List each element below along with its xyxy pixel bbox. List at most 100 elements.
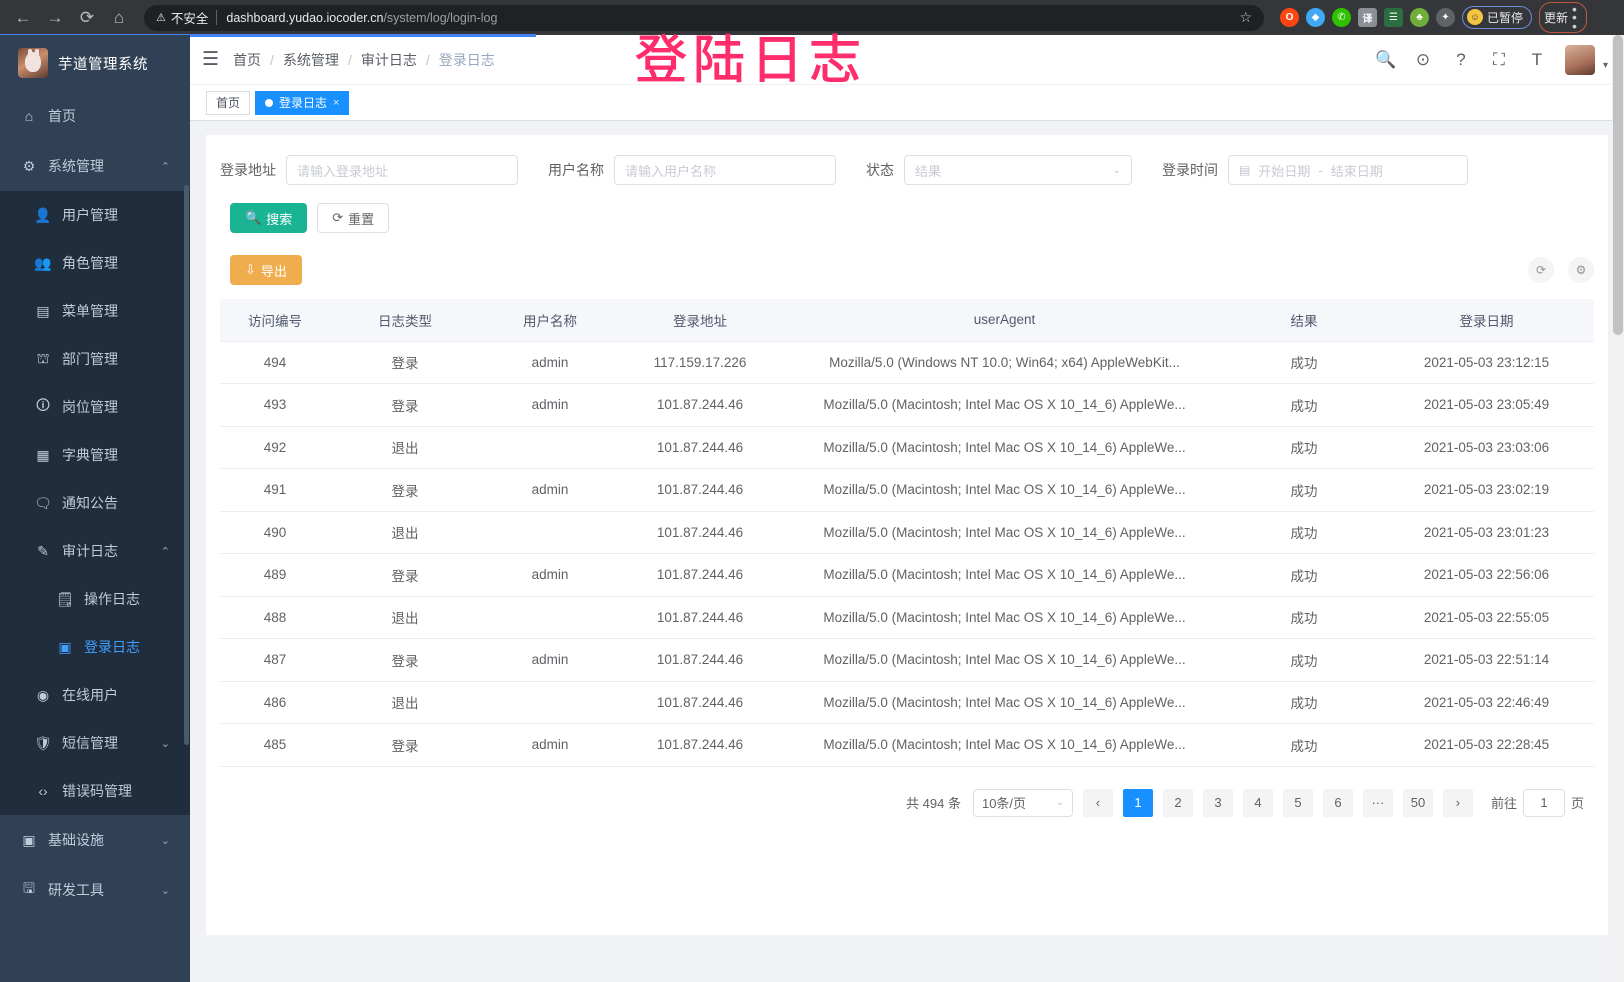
sidebar-item-operation-log[interactable]: 🗒 操作日志: [0, 575, 190, 623]
prev-page-button[interactable]: ‹: [1082, 788, 1113, 817]
sidebar-item-audit-log[interactable]: ✎ 审计日志 ⌃: [0, 527, 190, 575]
table-row[interactable]: 491 登录 admin 101.87.244.46 Mozilla/5.0 (…: [220, 468, 1594, 512]
breadcrumb-item-system[interactable]: 系统管理: [282, 51, 339, 68]
table-row[interactable]: 494 登录 admin 117.159.17.226 Mozilla/5.0 …: [220, 341, 1594, 384]
bookmark-star-icon[interactable]: ☆: [1239, 9, 1252, 25]
table-row[interactable]: 492 退出 101.87.244.46 Mozilla/5.0 (Macint…: [220, 426, 1594, 469]
table-row[interactable]: 487 登录 admin 101.87.244.46 Mozilla/5.0 (…: [220, 638, 1594, 682]
filter-username: 用户名称 请输入用户名称: [548, 155, 836, 185]
avatar[interactable]: [1564, 44, 1595, 75]
page-ellipsis[interactable]: ···: [1362, 788, 1393, 817]
reset-button[interactable]: ⟳ 重置: [317, 203, 390, 233]
breadcrumb: 首页 / 系统管理 / 审计日志 / 登录日志: [233, 50, 495, 70]
sidebar-item-label: 在线用户: [62, 687, 118, 703]
browser-menu-icon[interactable]: • • •: [1572, 0, 1578, 34]
sidebar-item-dept-mgmt[interactable]: ⛫ 部门管理: [0, 335, 190, 383]
list-extension-icon[interactable]: ☰: [1384, 7, 1403, 27]
page-button-4[interactable]: 4: [1242, 788, 1273, 817]
status-select[interactable]: 结果 ⌄: [904, 155, 1132, 185]
search-icon[interactable]: 🔍: [1374, 49, 1397, 69]
help-icon[interactable]: ?: [1456, 49, 1466, 69]
sidebar-item-home[interactable]: ⌂ 首页: [0, 91, 190, 141]
refresh-icon[interactable]: ⟳: [1528, 257, 1554, 283]
jump-page-input[interactable]: 1: [1522, 788, 1565, 817]
page-button-3[interactable]: 3: [1202, 788, 1233, 817]
cell-access-id: 490: [220, 511, 330, 554]
breadcrumb-item-home[interactable]: 首页: [233, 51, 262, 68]
window-scrollbar-thumb[interactable]: [1613, 35, 1623, 335]
jump-suffix-label: 页: [1570, 796, 1584, 811]
table-row[interactable]: 488 退出 101.87.244.46 Mozilla/5.0 (Macint…: [220, 596, 1594, 639]
table-row[interactable]: 485 登录 admin 101.87.244.46 Mozilla/5.0 (…: [220, 723, 1594, 767]
sidebar-item-menu-mgmt[interactable]: ▤ 菜单管理: [0, 287, 190, 335]
page-button-2[interactable]: 2: [1162, 788, 1193, 817]
leaf-extension-icon[interactable]: ♣: [1410, 7, 1429, 27]
next-page-button[interactable]: ›: [1442, 788, 1473, 817]
github-icon[interactable]: ⊙: [1415, 49, 1431, 69]
search-button[interactable]: 🔍 搜索: [230, 203, 308, 233]
column-settings-icon[interactable]: ⚙: [1568, 257, 1594, 283]
table-row[interactable]: 493 登录 admin 101.87.244.46 Mozilla/5.0 (…: [220, 383, 1594, 427]
sidebar-logo[interactable]: 芋道管理系统: [0, 35, 190, 91]
page-button-1[interactable]: 1: [1122, 788, 1153, 817]
login-address-input[interactable]: 请输入登录地址: [286, 155, 518, 185]
export-button[interactable]: ⇩ 导出: [230, 255, 302, 285]
page-button-50[interactable]: 50: [1402, 788, 1433, 817]
sidebar-item-post-mgmt[interactable]: 🛈 岗位管理: [0, 383, 190, 431]
search-button-label: 搜索: [266, 211, 293, 227]
table-row[interactable]: 490 退出 101.87.244.46 Mozilla/5.0 (Macint…: [220, 511, 1594, 554]
cell-login-date: 2021-05-03 23:12:15: [1379, 341, 1594, 384]
table-row[interactable]: 489 登录 admin 101.87.244.46 Mozilla/5.0 (…: [220, 553, 1594, 597]
sidebar-item-user-mgmt[interactable]: 👤 用户管理: [0, 191, 190, 239]
sidebar-item-online-user[interactable]: ◉ 在线用户: [0, 671, 190, 719]
window-scrollbar[interactable]: [1612, 35, 1624, 982]
cell-login-address: 101.87.244.46: [620, 511, 780, 554]
sidebar-item-notice[interactable]: 🗨 通知公告: [0, 479, 190, 527]
th-log-type: 日志类型: [330, 299, 480, 342]
back-icon[interactable]: ←: [14, 7, 32, 27]
fullscreen-icon[interactable]: ⛶: [1493, 49, 1505, 69]
breadcrumb-item-current: 登录日志: [438, 51, 495, 68]
sidebar-submenu-system: 👤 用户管理 👥 角色管理 ▤ 菜单管理 ⛫ 部门管理 🛈 岗位管理: [0, 191, 190, 815]
puzzle-extension-icon[interactable]: ✦: [1436, 7, 1455, 27]
table-tools: ⟳ ⚙: [1528, 257, 1594, 283]
font-size-icon[interactable]: T: [1531, 49, 1543, 69]
forward-icon[interactable]: →: [46, 7, 64, 27]
tab-label: 首页: [216, 96, 241, 110]
reload-icon[interactable]: ⟳: [79, 7, 95, 27]
sidebar-scrollbar[interactable]: [184, 185, 189, 745]
chevron-down-icon[interactable]: ▾: [1602, 59, 1608, 71]
translate-extension-icon[interactable]: 译: [1358, 7, 1377, 27]
sidebar-item-login-log[interactable]: ▣ 登录日志: [0, 623, 190, 671]
cell-access-id: 492: [220, 426, 330, 469]
diamond-extension-icon[interactable]: ◆: [1306, 7, 1325, 27]
breadcrumb-item-audit[interactable]: 审计日志: [360, 51, 417, 68]
sidebar-item-infrastructure[interactable]: ▣ 基础设施 ⌄: [0, 815, 190, 865]
chevron-down-icon: ⌄: [160, 737, 170, 750]
tab-home[interactable]: 首页: [206, 90, 251, 115]
sidebar-item-role-mgmt[interactable]: 👥 角色管理: [0, 239, 190, 287]
warning-icon: ⚠: [156, 12, 166, 24]
tab-login-log[interactable]: 登录日志 ×: [255, 90, 350, 115]
page-button-5[interactable]: 5: [1282, 788, 1313, 817]
table-row[interactable]: 486 退出 101.87.244.46 Mozilla/5.0 (Macint…: [220, 681, 1594, 724]
close-icon[interactable]: ×: [333, 96, 340, 109]
address-bar[interactable]: ⚠ 不安全 dashboard.yudao.iocoder.cn/system/…: [144, 4, 1264, 31]
wechat-extension-icon[interactable]: ✆: [1332, 7, 1351, 27]
cell-result: 成功: [1229, 341, 1379, 384]
cell-user-agent: Mozilla/5.0 (Macintosh; Intel Mac OS X 1…: [780, 638, 1229, 682]
sidebar-item-system[interactable]: ⚙ 系统管理 ⌃: [0, 141, 190, 191]
update-pill[interactable]: 更新 • • •: [1539, 0, 1587, 34]
opera-extension-icon[interactable]: O: [1280, 7, 1299, 27]
hamburger-icon[interactable]: ☰: [202, 49, 220, 70]
sidebar-item-dict-mgmt[interactable]: ▦ 字典管理: [0, 431, 190, 479]
page-size-select[interactable]: 10条/页 ⌄: [972, 788, 1073, 817]
username-input[interactable]: 请输入用户名称: [614, 155, 836, 185]
sidebar-item-dev-tools[interactable]: 🖫 研发工具 ⌄: [0, 865, 190, 915]
sidebar-item-error-code[interactable]: ‹› 错误码管理: [0, 767, 190, 815]
page-button-6[interactable]: 6: [1322, 788, 1353, 817]
sidebar-item-sms-mgmt[interactable]: 🛡 短信管理 ⌄: [0, 719, 190, 767]
login-time-daterange[interactable]: ▤ 开始日期 - 结束日期: [1228, 155, 1468, 185]
paused-status-pill[interactable]: ☺ 已暂停: [1462, 5, 1533, 29]
home-icon[interactable]: ⌂: [113, 7, 125, 27]
